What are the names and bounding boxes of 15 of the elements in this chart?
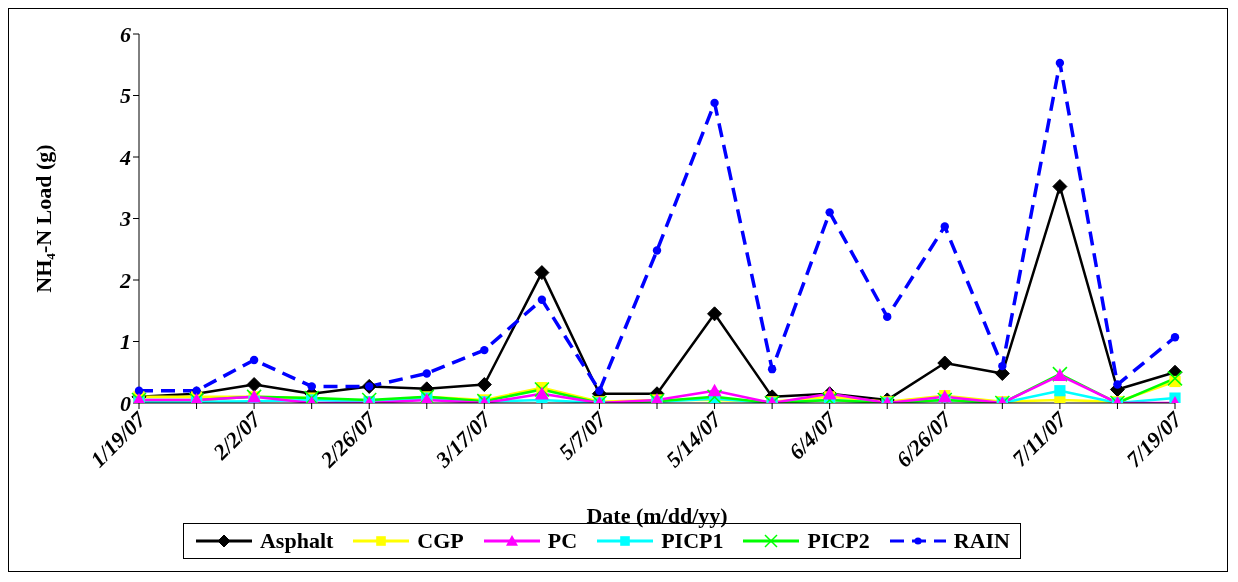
y-tick-label: 5 xyxy=(120,83,131,109)
legend-label: PICP1 xyxy=(661,528,724,554)
y-tick-label: 2 xyxy=(119,267,131,293)
y-tick-label: 0 xyxy=(120,390,131,416)
legend-label: PICP2 xyxy=(807,528,870,554)
legend-label: CGP xyxy=(417,528,464,554)
legend-label: RAIN xyxy=(953,528,1011,554)
y-tick-label: 3 xyxy=(119,206,131,232)
y-axis-title: NH₄-N Load (g) xyxy=(31,144,56,293)
legend-label: PC xyxy=(547,528,578,554)
legend-label: Asphalt xyxy=(259,528,334,554)
y-tick-label: 1 xyxy=(120,329,131,355)
y-tick-label: 6 xyxy=(120,21,131,47)
y-tick-label: 4 xyxy=(119,144,131,170)
x-axis-title: Date (m/dd/yy) xyxy=(586,503,728,528)
